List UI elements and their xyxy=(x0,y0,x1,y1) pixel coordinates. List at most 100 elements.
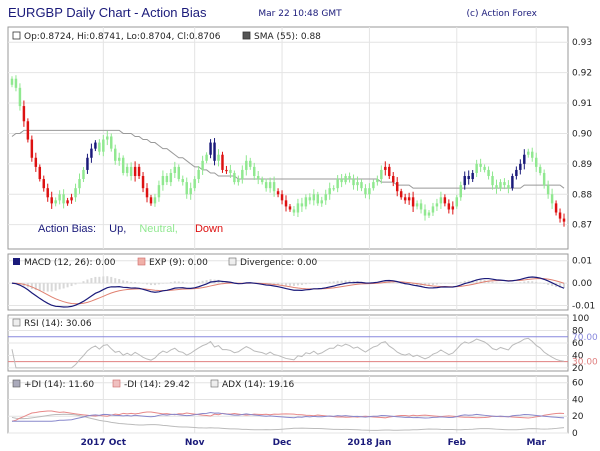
candle-body xyxy=(46,188,49,198)
candle-body xyxy=(237,179,240,183)
divergence-bar xyxy=(209,279,212,284)
candle-body xyxy=(94,142,97,149)
exp-legend-swatch xyxy=(137,257,146,266)
candle-body xyxy=(415,203,419,207)
header-copyright: (c) Action Forex xyxy=(467,9,538,19)
minus-di-legend-swatch xyxy=(112,379,121,388)
divergence-bar xyxy=(98,276,101,284)
price-y-tick-label: 0.91 xyxy=(572,99,592,109)
candle-body xyxy=(328,188,331,195)
candle-body xyxy=(300,203,304,207)
rsi-line xyxy=(11,337,565,369)
divergence-bar xyxy=(300,283,303,286)
plus-di-legend-swatch xyxy=(12,379,21,388)
candle-body xyxy=(133,166,137,177)
divergence-bar xyxy=(94,276,97,284)
divergence-bar xyxy=(519,282,522,284)
candle-body xyxy=(221,154,224,170)
candle-body xyxy=(284,200,288,207)
candle-body xyxy=(534,157,538,167)
price-y-tick-label: 0.89 xyxy=(572,160,592,170)
divergence-bar xyxy=(86,279,89,284)
macd-y-tick-label: 0.00 xyxy=(572,279,592,289)
divergence-bar xyxy=(491,281,494,284)
divergence-bar xyxy=(157,283,160,285)
candle-body xyxy=(344,176,347,183)
candle-body xyxy=(117,157,121,161)
divergence-bar xyxy=(201,280,204,284)
candle-body xyxy=(558,212,562,219)
candle-body xyxy=(340,179,343,183)
divergence-bar xyxy=(507,283,510,284)
candle-body xyxy=(304,197,308,207)
dmi-y-tick-label: 20 xyxy=(572,412,584,422)
candle-body xyxy=(519,163,522,170)
rsi-y-tick-label: 80 xyxy=(572,327,584,337)
divergence-bar xyxy=(66,283,69,288)
macd-legend-swatch xyxy=(13,258,20,265)
candle-body xyxy=(542,172,546,186)
candle-body xyxy=(411,197,415,207)
candle-body xyxy=(407,197,411,201)
divergence-bar xyxy=(412,283,415,286)
divergence-bar xyxy=(396,282,399,284)
divergence-bar xyxy=(328,281,331,284)
price-panel: 0.93 0.92 0.91 0.90 0.89 0.88 0.87 Op:0.8724, … xyxy=(7,26,592,250)
divergence-bar xyxy=(161,283,164,284)
action-bias-neutral: Neutral, xyxy=(139,223,178,235)
candle-body xyxy=(443,197,447,204)
divergence-bar xyxy=(531,281,534,284)
rsi-gridlines xyxy=(8,315,568,371)
candle-body xyxy=(503,182,506,186)
divergence-bar xyxy=(46,283,49,292)
candle-body xyxy=(149,197,153,204)
divergence-bar xyxy=(499,282,502,284)
divergence-bar xyxy=(547,283,550,285)
divergence-bar xyxy=(479,279,482,284)
price-y-tick-label: 0.88 xyxy=(572,190,592,200)
candle-body xyxy=(435,203,439,207)
divergence-bar xyxy=(82,281,85,284)
divergence-bar xyxy=(288,283,291,286)
macd-panel-frame xyxy=(7,253,569,311)
divergence-bar xyxy=(102,276,105,284)
candle-body xyxy=(403,197,407,201)
divergence-bar xyxy=(30,283,33,290)
candle-body xyxy=(54,200,57,204)
divergence-bar xyxy=(277,283,280,285)
candle-body xyxy=(280,194,284,201)
divergence-bar xyxy=(185,282,188,284)
divergence-bar xyxy=(463,280,466,284)
divergence-bar xyxy=(443,283,446,284)
candle-body xyxy=(22,106,26,122)
divergence-bar xyxy=(138,282,141,284)
x-axis-labels: 2017 Oct Nov Dec 2018 Jan Feb Mar xyxy=(81,438,547,448)
candle-body xyxy=(372,182,375,189)
adx-legend: ADX (14): 19.16 xyxy=(222,380,295,390)
candle-body xyxy=(145,188,149,198)
candle-body xyxy=(201,160,204,170)
candle-body xyxy=(153,197,157,204)
candle-body xyxy=(264,182,268,189)
rsi-panel: 100 80 60 40 20 70.00 30.00 RSI (14): 30.06 xyxy=(7,314,598,374)
candle-body xyxy=(205,154,208,161)
candle-body xyxy=(467,176,470,180)
candle-body xyxy=(74,188,77,198)
dmi-y-tick-label: 40 xyxy=(572,395,584,405)
candle-body xyxy=(487,169,490,177)
divergence-bar xyxy=(551,283,554,287)
divergence-bar xyxy=(122,280,125,284)
candle-body xyxy=(217,154,220,161)
divergence-bar xyxy=(50,283,53,292)
candle-body xyxy=(451,206,455,210)
divergence-bar xyxy=(126,281,129,284)
macd-gridlines xyxy=(8,254,568,310)
divergence-legend: Divergence: 0.00 xyxy=(240,258,317,268)
candle-body xyxy=(292,209,296,213)
action-bias-prefix: Action Bias: xyxy=(38,223,96,235)
divergence-bar xyxy=(535,281,538,284)
ohlc-label: Op:0.8724, Hi:0.8741, Lo:0.8704, Cl:0.87… xyxy=(24,32,221,42)
divergence-bar xyxy=(455,282,458,284)
candle-body xyxy=(376,179,379,183)
